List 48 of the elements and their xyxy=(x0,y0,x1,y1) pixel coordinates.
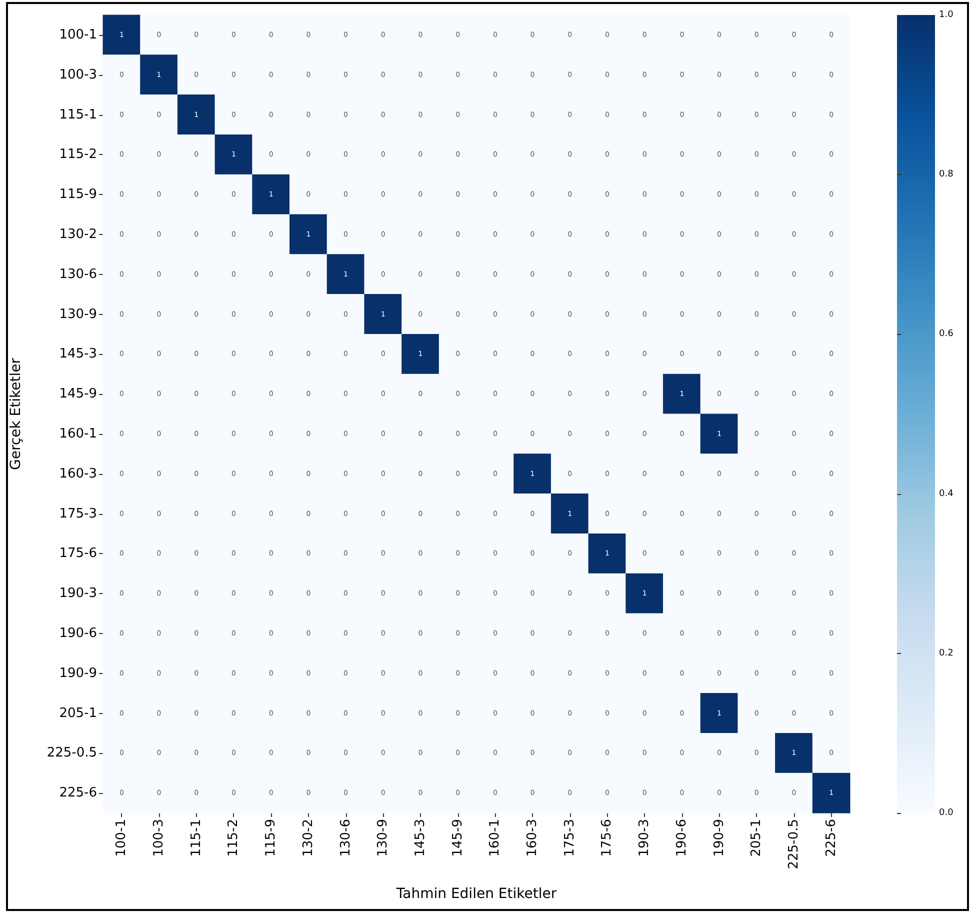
x-tick-label: 100-3 xyxy=(152,819,167,857)
x-tick-label: 190-9 xyxy=(712,819,727,857)
x-tick-label: 145-3 xyxy=(412,819,428,857)
x-tick-label: 115-1 xyxy=(188,819,204,857)
y-tick-label: 130-2 xyxy=(59,226,97,242)
x-tick-label: 115-9 xyxy=(264,819,279,857)
y-tick-label: 130-9 xyxy=(59,306,97,322)
x-tick-label: 145-9 xyxy=(450,819,466,857)
y-tick-label: 115-2 xyxy=(59,147,97,162)
y-tick-label: 145-9 xyxy=(59,386,97,402)
x-tick-label: 160-1 xyxy=(488,819,503,857)
color-bar-label: 0.4 xyxy=(939,488,954,499)
y-tick-label: 175-6 xyxy=(59,546,97,562)
x-tick-label: 130-9 xyxy=(376,819,391,857)
y-tick-label: 190-6 xyxy=(59,626,97,641)
x-tick-label: 190-6 xyxy=(674,819,690,857)
y-axis-title: Gerçek Etiketler xyxy=(8,358,24,470)
y-tick-label: 190-3 xyxy=(59,586,97,602)
y-tick-label: 115-9 xyxy=(59,187,97,202)
color-bar-label: 1.0 xyxy=(939,10,954,20)
x-tick-label: 130-6 xyxy=(338,819,354,857)
color-bar-label: 0.0 xyxy=(939,808,954,818)
y-tick-label: 160-1 xyxy=(59,426,97,442)
x-tick-label: 225-6 xyxy=(824,819,839,857)
y-tick-label: 190-9 xyxy=(59,666,97,681)
x-tick-label: 100-1 xyxy=(114,819,130,857)
color-bar-label: 0.2 xyxy=(939,648,954,658)
y-tick-label: 205-1 xyxy=(59,706,97,721)
x-tick-label: 175-6 xyxy=(600,819,615,857)
y-tick-label: 100-3 xyxy=(59,67,97,82)
y-tick-label: 160-3 xyxy=(59,466,97,482)
x-tick-label: 130-2 xyxy=(300,819,316,857)
color-bar-label: 0.8 xyxy=(939,170,954,180)
y-tick-label: 175-3 xyxy=(59,506,97,522)
x-tick-label: 205-1 xyxy=(749,819,764,857)
y-tick-label: 100-1 xyxy=(59,27,97,42)
y-tick-label: 225-6 xyxy=(59,786,97,801)
x-tick-label: 190-3 xyxy=(637,819,652,857)
y-tick-label: 145-3 xyxy=(59,346,97,362)
x-tick-label: 160-3 xyxy=(525,819,540,857)
y-tick-label: 225-0.5 xyxy=(46,746,97,761)
x-tick-label: 175-3 xyxy=(562,819,578,857)
x-tick-label: 115-2 xyxy=(226,819,242,857)
color-bar-label: 0.6 xyxy=(939,329,954,340)
y-tick-label: 130-6 xyxy=(59,266,97,282)
x-axis-title: Tahmin Edilen Etiketler xyxy=(395,886,557,902)
y-tick-label: 115-1 xyxy=(59,107,97,122)
x-tick-label: 225-0.5 xyxy=(786,819,802,870)
